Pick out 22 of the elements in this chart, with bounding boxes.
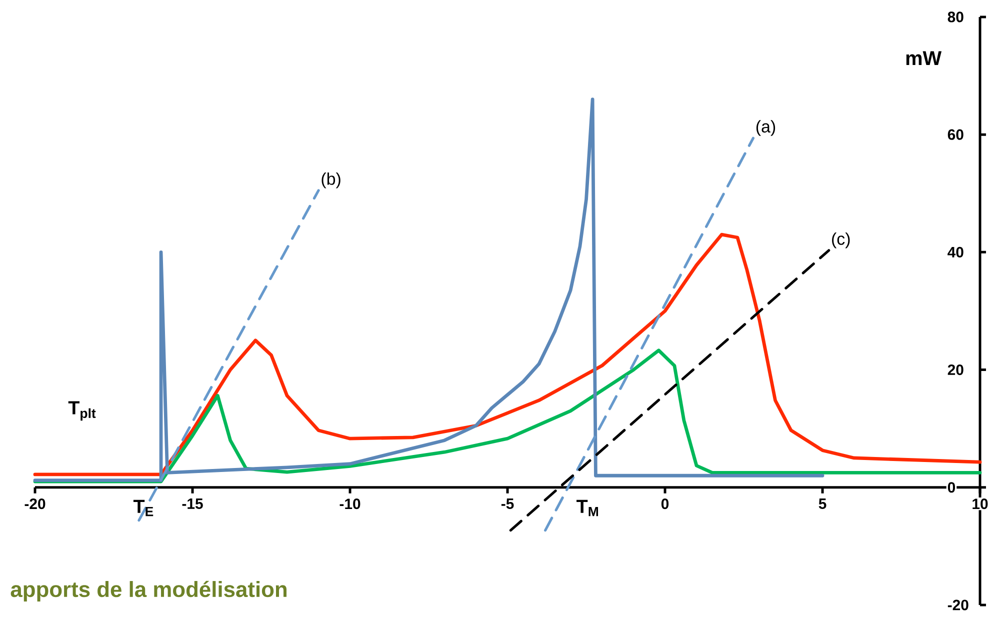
series-label: (b) bbox=[322, 172, 340, 188]
y-axis-title: mW bbox=[906, 51, 942, 65]
x-tick-label: -20 bbox=[24, 498, 46, 510]
y-tick-label: -20 bbox=[948, 600, 968, 610]
x-tick-label: 0 bbox=[661, 498, 669, 510]
y-tick-label: 0 bbox=[948, 482, 956, 493]
x-tick-label: -15 bbox=[182, 498, 203, 509]
series-label: (c) bbox=[832, 232, 850, 248]
annotation: apports de la modélisation bbox=[10, 580, 286, 602]
y-tick-label: 20 bbox=[948, 364, 964, 376]
y-tick-label: 80 bbox=[948, 12, 964, 22]
x-tick-label: 5 bbox=[818, 498, 826, 509]
annotation: T$_{E}$ bbox=[133, 500, 154, 516]
x-tick-label: -10 bbox=[340, 498, 360, 510]
y-tick-label: 60 bbox=[948, 129, 964, 140]
line-series bbox=[33, 232, 982, 476]
y-tick-label: 40 bbox=[948, 246, 964, 258]
series-label: (a) bbox=[756, 120, 776, 136]
x-tick-label: -5 bbox=[501, 498, 514, 509]
annotation: T$_{plt}$ bbox=[68, 401, 96, 421]
x-tick-label: 10 bbox=[972, 498, 988, 510]
annotation: T$_{M}$ bbox=[576, 500, 598, 516]
